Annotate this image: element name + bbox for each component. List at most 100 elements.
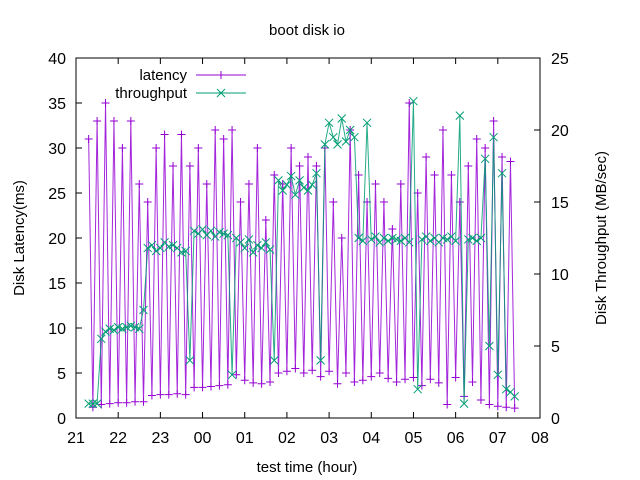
throughput-point	[206, 226, 216, 236]
latency-point	[409, 373, 418, 382]
latency-point	[228, 126, 237, 134]
latency-point	[401, 375, 410, 384]
throughput-point	[303, 186, 313, 195]
throughput-point	[489, 132, 498, 142]
latency-point	[308, 366, 317, 375]
throughput-point	[147, 240, 157, 250]
latency-point	[358, 376, 367, 385]
latency-point	[451, 373, 460, 382]
latency-point	[274, 369, 283, 377]
latency-point	[244, 180, 253, 188]
y2-tick-label: 20	[551, 123, 569, 140]
latency-point	[131, 397, 140, 406]
x-axis-label: test time (hour)	[257, 459, 358, 476]
throughput-point	[295, 176, 304, 185]
throughput-point	[425, 236, 435, 246]
throughput-point	[181, 246, 191, 256]
latency-point	[152, 144, 161, 152]
latency-point	[160, 130, 169, 139]
latency-point	[147, 391, 156, 400]
throughput-point	[265, 245, 275, 254]
latency-point	[282, 367, 291, 376]
series-layer	[84, 96, 520, 413]
latency-point	[122, 398, 131, 407]
latency-point	[236, 198, 245, 206]
series-throughput	[84, 96, 520, 408]
y2-tick-label: 5	[551, 339, 560, 356]
latency-point	[266, 378, 275, 386]
latency-point	[304, 153, 312, 161]
latency-point	[498, 153, 507, 161]
latency-point	[190, 383, 199, 392]
throughput-point	[198, 225, 207, 234]
chart-title: boot disk io	[269, 22, 345, 39]
y-tick-label: 15	[48, 276, 66, 293]
latency-point	[481, 144, 490, 152]
latency-point	[202, 180, 211, 188]
latency-point	[341, 369, 350, 377]
throughput-point	[88, 399, 98, 408]
latency-point	[396, 180, 405, 188]
latency-point	[253, 144, 262, 152]
throughput-point	[451, 236, 460, 246]
x-tick-label: 07	[489, 430, 507, 447]
latency-point	[185, 162, 194, 170]
latency-point	[472, 135, 481, 143]
latency-point	[384, 374, 393, 383]
latency-point	[114, 398, 123, 407]
throughput-point	[396, 236, 406, 246]
latency-point	[169, 162, 178, 170]
throughput-point	[143, 243, 153, 253]
x-tick-label: 21	[67, 430, 85, 447]
throughput-point	[278, 186, 288, 195]
throughput-point	[510, 392, 520, 401]
latency-point	[438, 126, 447, 134]
throughput-point	[253, 240, 262, 250]
latency-point	[287, 144, 296, 152]
latency-point	[261, 216, 270, 224]
throughput-point	[223, 230, 233, 240]
throughput-point	[236, 237, 245, 247]
latency-point	[312, 162, 321, 170]
throughput-point	[134, 324, 144, 334]
latency-point	[215, 381, 224, 390]
y-tick-label: 0	[57, 411, 66, 428]
throughput-point	[383, 236, 393, 246]
throughput-point	[312, 168, 321, 178]
throughput-point	[324, 118, 334, 128]
throughput-point	[459, 399, 469, 408]
latency-point	[464, 162, 473, 170]
latency-point	[257, 379, 266, 388]
throughput-point	[92, 399, 102, 408]
throughput-point	[257, 243, 266, 253]
legend-marker-throughput	[216, 88, 226, 98]
latency-point	[291, 364, 300, 373]
throughput-point	[185, 356, 195, 365]
latency-point	[156, 390, 165, 399]
x-tick-label: 23	[151, 430, 169, 447]
latency-point	[164, 390, 173, 399]
throughput-point	[316, 356, 326, 365]
latency-point	[143, 198, 152, 206]
latency-point	[329, 198, 338, 206]
latency-point	[426, 375, 435, 384]
latency-point	[211, 126, 220, 134]
latency-point	[493, 402, 502, 411]
latency-point	[447, 171, 456, 179]
throughput-point	[417, 235, 427, 244]
latency-point	[206, 382, 215, 391]
throughput-point	[366, 235, 376, 244]
latency-point	[181, 390, 190, 399]
throughput-point	[307, 180, 317, 190]
latency-point	[371, 180, 380, 188]
latency-point	[194, 144, 203, 152]
series-latency	[84, 99, 519, 413]
throughput-point	[362, 118, 372, 128]
latency-point	[430, 171, 439, 179]
y-tick-label: 20	[48, 231, 66, 248]
latency-point	[240, 376, 249, 385]
latency-point	[219, 135, 228, 143]
latency-point	[135, 180, 144, 188]
throughput-point	[139, 305, 148, 315]
